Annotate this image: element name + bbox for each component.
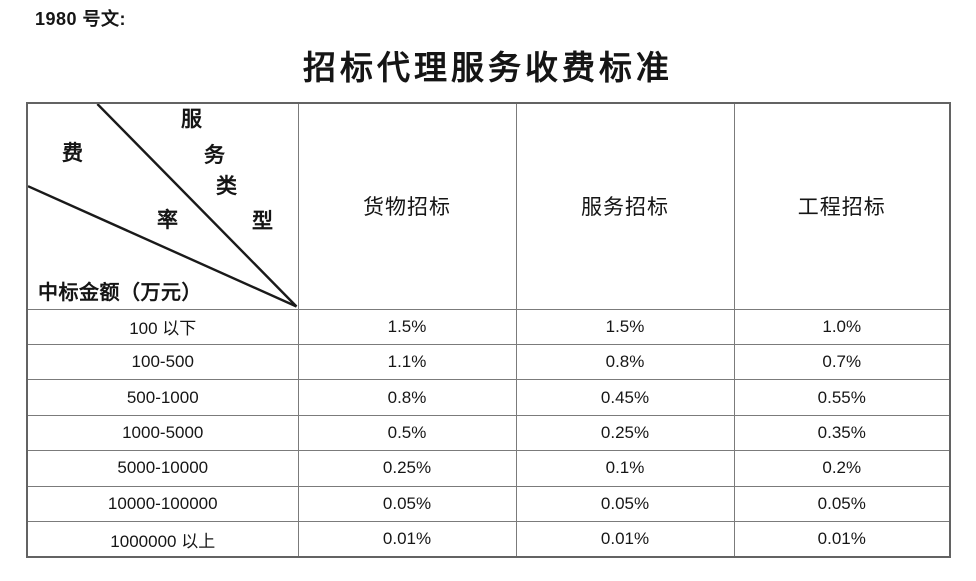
rate-cell: 0.5% (297, 414, 517, 452)
amount-range-cell: 10000-100000 (26, 485, 299, 523)
corner-label-service-char: 类 (216, 174, 237, 198)
corner-label-rate-char: 率 (157, 208, 178, 232)
diagonal-header-cell: 服 务 类 型 费 率 中标金额（万元） (26, 102, 299, 310)
table-row: 100 以下 1.5% 1.5% 1.0% (26, 308, 951, 345)
amount-range-cell: 500-1000 (26, 379, 299, 416)
rate-cell: 0.55% (733, 379, 951, 416)
doc-number-label: 1980 号文: (35, 9, 127, 29)
table-row: 100-500 1.1% 0.8% 0.7% (26, 343, 951, 381)
table-row: 500-1000 0.8% 0.45% 0.55% (26, 379, 951, 416)
rate-cell: 0.01% (515, 521, 735, 558)
corner-label-rate-char: 费 (62, 141, 83, 165)
column-header-engineering: 工程招标 (733, 102, 951, 310)
amount-range-cell: 1000-5000 (26, 414, 299, 452)
row-axis-label: 中标金额（万元） (38, 282, 202, 304)
rate-cell: 0.25% (515, 414, 735, 452)
rate-cell: 0.2% (733, 450, 951, 487)
rate-cell: 1.1% (297, 343, 517, 381)
rate-cell: 0.8% (297, 379, 517, 416)
column-header-goods: 货物招标 (297, 102, 517, 310)
corner-label-service-char: 服 (181, 107, 202, 131)
rate-cell: 1.5% (297, 308, 517, 345)
amount-range-cell: 5000-10000 (26, 450, 299, 487)
table-row: 1000-5000 0.5% 0.25% 0.35% (26, 414, 951, 452)
amount-range-cell: 100-500 (26, 343, 299, 381)
diagonal-divider-lines (28, 104, 298, 308)
rate-cell: 0.05% (297, 485, 517, 523)
table-header-row: 服 务 类 型 费 率 中标金额（万元） 货物招标 服务招标 工程招标 (26, 102, 951, 310)
rate-cell: 0.25% (297, 450, 517, 487)
table-row: 1000000 以上 0.01% 0.01% 0.01% (26, 521, 951, 558)
rate-cell: 0.45% (515, 379, 735, 416)
amount-range-cell: 1000000 以上 (26, 521, 299, 558)
corner-label-service-char: 型 (252, 209, 273, 233)
rate-cell: 0.01% (297, 521, 517, 558)
rate-cell: 0.01% (733, 521, 951, 558)
corner-label-service-char: 务 (204, 143, 225, 167)
rate-cell: 0.35% (733, 414, 951, 452)
amount-range-cell: 100 以下 (26, 308, 299, 345)
rate-cell: 0.05% (515, 485, 735, 523)
table-row: 5000-10000 0.25% 0.1% 0.2% (26, 450, 951, 487)
column-header-service: 服务招标 (515, 102, 735, 310)
rate-cell: 1.5% (515, 308, 735, 345)
rate-cell: 0.05% (733, 485, 951, 523)
rate-cell: 1.0% (733, 308, 951, 345)
rate-cell: 0.7% (733, 343, 951, 381)
fee-standard-table: 服 务 类 型 费 率 中标金额（万元） 货物招标 服务招标 工程招标 100 … (26, 102, 951, 558)
rate-cell: 0.8% (515, 343, 735, 381)
page-title: 招标代理服务收费标准 (303, 51, 673, 87)
table-row: 10000-100000 0.05% 0.05% 0.05% (26, 485, 951, 523)
rate-cell: 0.1% (515, 450, 735, 487)
